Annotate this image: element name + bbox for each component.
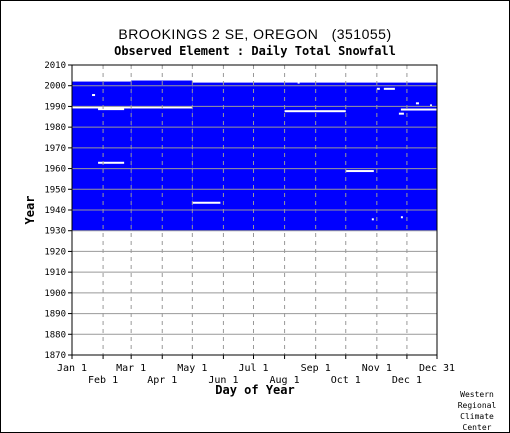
data-coverage-block <box>131 80 193 231</box>
missing-data-mark <box>98 161 125 164</box>
y-tick-label: 1890 <box>44 310 66 320</box>
missing-data-mark <box>192 201 221 204</box>
chart-title: BROOKINGS 2 SE, OREGON (351055) <box>118 26 392 42</box>
y-tick-label: 2000 <box>44 82 66 92</box>
y-tick-label: 1900 <box>44 289 66 299</box>
y-tick-label: 1870 <box>44 351 66 361</box>
y-tick-label: 1970 <box>44 144 66 154</box>
y-tick-label: 1880 <box>44 330 66 340</box>
x-tick-label: Jun 1 <box>208 375 238 386</box>
missing-data-mark <box>345 170 374 173</box>
y-tick-label: 1920 <box>44 247 66 257</box>
y-tick-label: 1990 <box>44 102 66 112</box>
missing-data-mark <box>376 87 380 90</box>
missing-data-mark <box>92 94 96 97</box>
y-tick-label: 2010 <box>44 61 66 71</box>
credit-line: Regional <box>457 401 497 410</box>
missing-data-mark <box>383 87 395 90</box>
x-tick-label: Feb 1 <box>88 375 118 386</box>
x-axis-ticks: Jan 1 Mar 1 May 1 Jul 1 Sep 1 Nov 1 Dec 31 Feb … <box>57 355 455 386</box>
data-coverage-block <box>192 82 437 231</box>
data-coverage-block <box>72 81 132 231</box>
missing-data-mark <box>284 110 346 113</box>
x-tick-label: Mar 1 <box>116 363 146 374</box>
x-tick-label: Aug 1 <box>270 375 300 386</box>
credit-line: Climate <box>460 412 494 421</box>
missing-data-mark <box>72 106 193 109</box>
x-tick-label: Oct 1 <box>331 375 361 386</box>
missing-data-mark <box>98 108 125 111</box>
missing-data-mark <box>400 108 437 111</box>
x-tick-label: Jul 1 <box>238 363 268 374</box>
y-tick-label: 1930 <box>44 227 66 237</box>
missing-data-mark <box>429 104 432 107</box>
missing-data-mark <box>398 112 404 115</box>
y-tick-label: 1950 <box>44 185 66 195</box>
credit-line: Center <box>462 423 492 432</box>
missing-data-mark <box>297 81 300 84</box>
grid-lines <box>72 65 437 355</box>
missing-data-mark <box>415 102 419 105</box>
x-tick-label: Nov 1 <box>362 363 392 374</box>
x-tick-label: Apr 1 <box>147 375 177 386</box>
x-tick-label: May 1 <box>177 363 207 374</box>
missing-data-mark <box>400 216 403 219</box>
y-axis-label: Year <box>23 196 37 225</box>
missing-data-mark <box>371 218 374 221</box>
credit-line: Western <box>460 390 494 399</box>
credit-block: Western Regional Climate Center <box>448 389 506 433</box>
y-tick-label: 1940 <box>44 206 66 216</box>
x-axis-label: Day of Year <box>215 383 294 397</box>
chart-subtitle: Observed Element : Daily Total Snowfall <box>114 44 396 58</box>
y-tick-label: 1910 <box>44 268 66 278</box>
x-tick-label: Sep 1 <box>301 363 331 374</box>
x-tick-label: Dec 31 <box>419 363 455 374</box>
y-tick-label: 1960 <box>44 165 66 175</box>
plot-data <box>72 80 437 231</box>
x-tick-label: Jan 1 <box>57 363 87 374</box>
x-tick-label: Dec 1 <box>392 375 422 386</box>
y-tick-label: 1980 <box>44 123 66 133</box>
y-axis-ticks: 1870 1880 1890 1900 1910 1920 1930 1940 1950 1960… <box>44 61 72 361</box>
